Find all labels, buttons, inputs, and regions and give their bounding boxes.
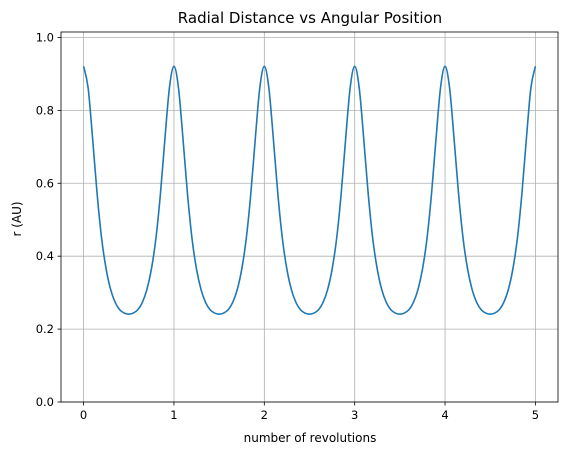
- x-tick-label: 4: [441, 408, 448, 422]
- y-tick-label: 1.0: [36, 30, 54, 44]
- y-tick-label: 0.2: [36, 322, 54, 336]
- y-axis-label: r (AU): [10, 201, 24, 236]
- y-tick-label: 0.4: [36, 249, 54, 263]
- chart-title: Radial Distance vs Angular Position: [178, 9, 442, 27]
- y-tick-label: 0.6: [36, 176, 54, 190]
- x-tick-label: 2: [261, 408, 268, 422]
- y-axis-ticks: 0.0 0.2 0.4 0.6 0.8 1.0: [36, 30, 61, 409]
- x-tick-label: 0: [80, 408, 87, 422]
- x-axis-ticks: 0 1 2 3 4 5: [80, 402, 539, 422]
- plot-frame: [60, 31, 559, 403]
- y-tick-label: 0.8: [36, 103, 54, 117]
- x-axis-label: number of revolutions: [244, 431, 377, 445]
- y-tick-label: 0.0: [36, 395, 54, 409]
- series-line-0: [82, 65, 537, 315]
- x-tick-label: 3: [351, 408, 358, 422]
- x-tick-label: 1: [170, 408, 177, 422]
- x-tick-label: 5: [532, 408, 539, 422]
- series-lines: [82, 65, 537, 315]
